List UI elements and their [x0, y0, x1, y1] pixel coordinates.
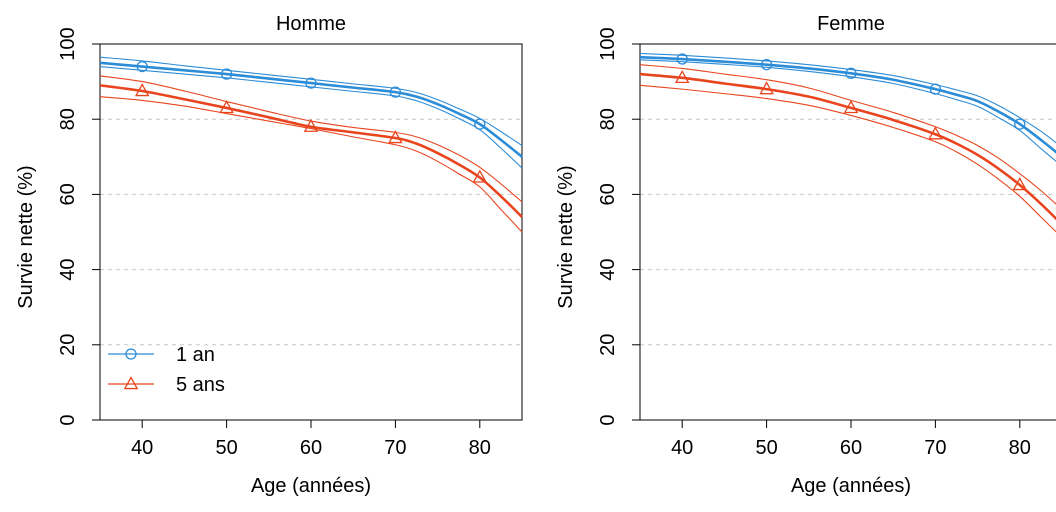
- marker-circle: [1014, 118, 1026, 130]
- y-tick-label: 60: [597, 183, 619, 205]
- series-line: [639, 72, 1056, 221]
- x-tick-label: 40: [131, 437, 153, 459]
- series-lower-bound: [99, 66, 523, 169]
- y-tick-label: 100: [597, 27, 619, 60]
- series-upper-bound: [99, 56, 523, 146]
- x-tick-label: 80: [469, 437, 491, 459]
- panel-title: Femme: [817, 13, 885, 35]
- x-tick-label: 70: [384, 437, 406, 459]
- y-tick-label: 0: [57, 414, 79, 425]
- x-tick-label: 80: [1009, 437, 1031, 459]
- series-upper-bound: [639, 52, 1056, 144]
- marker-circle: [125, 348, 137, 360]
- x-tick-label: 50: [755, 437, 777, 459]
- series-line: [99, 84, 523, 218]
- y-tick-label: 20: [597, 334, 619, 356]
- marker-circle: [845, 67, 857, 79]
- marker-circle: [136, 60, 148, 73]
- marker-circle: [929, 83, 942, 95]
- series-upper-bound: [639, 64, 1056, 205]
- marker-triangle: [388, 130, 403, 144]
- x-tick-label: 70: [924, 437, 946, 459]
- marker-circle: [220, 68, 233, 80]
- legend-label: 1 an: [176, 344, 215, 366]
- marker-triangle: [303, 118, 319, 132]
- marker-circle: [305, 77, 317, 89]
- x-tick-label: 60: [300, 437, 322, 459]
- y-axis-label: Survie nette (%): [555, 165, 577, 308]
- series-upper-bound: [99, 75, 523, 203]
- marker-triangle: [219, 100, 234, 114]
- marker-triangle: [674, 70, 690, 84]
- marker-circle: [676, 53, 688, 65]
- x-axis-label: Age (années): [791, 475, 911, 497]
- x-tick-label: 60: [840, 437, 862, 459]
- y-tick-label: 20: [57, 334, 79, 356]
- series-line: [639, 55, 1056, 154]
- plot-frame: [99, 43, 523, 421]
- marker-triangle: [472, 169, 488, 183]
- x-tick-label: 50: [215, 437, 237, 459]
- legend-label: 5 ans: [176, 374, 225, 396]
- y-tick-label: 60: [57, 183, 79, 205]
- panel-title: Homme: [276, 13, 346, 35]
- panel-femme: Femme Age (années) Survie nette (%) 40 50…: [555, 13, 1056, 497]
- series-line: [99, 61, 523, 158]
- y-tick-label: 0: [597, 414, 619, 425]
- y-tick-label: 100: [57, 27, 79, 60]
- marker-triangle: [134, 83, 150, 97]
- y-tick-label: 40: [597, 258, 619, 280]
- series-lower-bound: [639, 84, 1056, 233]
- marker-circle: [389, 86, 402, 98]
- marker-triangle: [759, 81, 774, 95]
- marker-circle: [760, 59, 773, 71]
- marker-circle: [474, 118, 486, 130]
- y-tick-label: 80: [57, 108, 79, 130]
- marker-triangle: [123, 376, 139, 390]
- series-lower-bound: [99, 96, 523, 233]
- marker-triangle: [843, 100, 859, 114]
- y-tick-label: 40: [57, 258, 79, 280]
- panel-homme: Homme Age (années) Survie nette (%) 40 50…: [15, 13, 523, 497]
- x-tick-label: 40: [671, 437, 693, 459]
- marker-triangle: [1012, 177, 1028, 191]
- marker-triangle: [928, 126, 943, 140]
- plot-frame: [639, 43, 1056, 421]
- x-axis-label: Age (années): [251, 475, 371, 497]
- y-axis-label: Survie nette (%): [15, 165, 37, 308]
- y-tick-label: 80: [597, 108, 619, 130]
